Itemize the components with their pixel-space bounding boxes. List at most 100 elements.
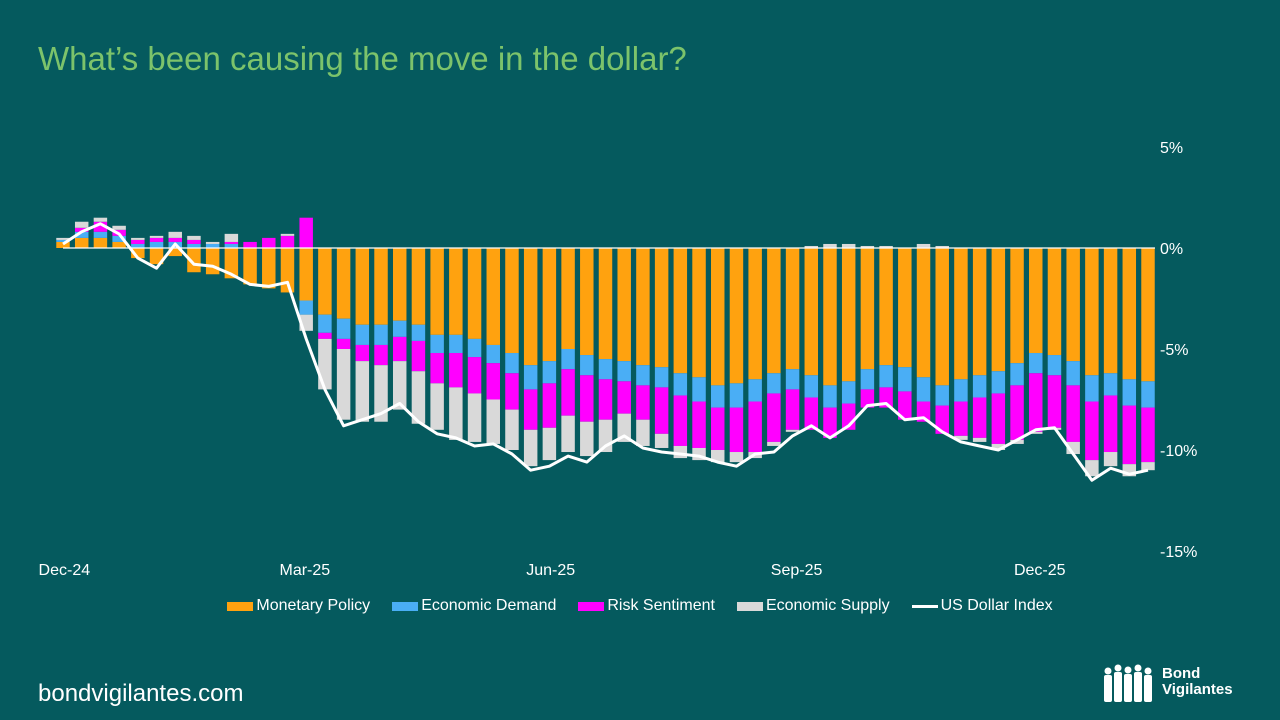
bars-layer xyxy=(56,217,1155,477)
bar-monetary-policy xyxy=(205,248,220,275)
bar-economic-supply xyxy=(1103,452,1118,467)
bar-monetary-policy xyxy=(617,248,631,362)
bar-economic-demand xyxy=(56,239,70,242)
bar-risk-sentiment xyxy=(654,387,669,434)
bar-risk-sentiment xyxy=(972,397,987,438)
bar-economic-supply xyxy=(467,393,482,442)
bar-economic-supply xyxy=(280,233,295,236)
bar-monetary-policy xyxy=(1085,248,1099,376)
logo-line-2: Vigilantes xyxy=(1162,681,1233,698)
footer-website: bondvigilantes.com xyxy=(38,680,244,707)
legend-swatch xyxy=(578,601,605,611)
bar-economic-demand xyxy=(131,243,145,248)
bar-economic-supply xyxy=(580,421,594,457)
bar-economic-demand xyxy=(430,334,444,354)
bar-monetary-policy xyxy=(430,248,444,335)
bar-economic-supply xyxy=(542,427,557,461)
bar-monetary-policy xyxy=(187,248,201,273)
bar-economic-demand xyxy=(224,243,239,248)
bar-economic-supply xyxy=(916,243,931,248)
bar-risk-sentiment xyxy=(131,239,145,244)
bar-risk-sentiment xyxy=(1103,395,1118,453)
bar-economic-supply xyxy=(131,237,145,240)
bar-economic-supply xyxy=(841,243,856,248)
bar-economic-demand xyxy=(598,359,613,380)
bar-monetary-policy xyxy=(411,248,426,325)
legend-label: US Dollar Index xyxy=(940,597,1053,614)
legend-item-economic-supply: Economic Supply xyxy=(736,597,890,615)
bar-economic-supply xyxy=(860,245,875,248)
bar-risk-sentiment xyxy=(280,235,295,248)
bar-economic-supply xyxy=(93,217,108,222)
bar-monetary-policy xyxy=(56,241,70,248)
bar-economic-supply xyxy=(74,221,89,228)
bar-monetary-policy xyxy=(636,248,650,366)
bar-economic-demand xyxy=(580,355,594,376)
bar-economic-supply xyxy=(486,399,500,444)
bar-risk-sentiment xyxy=(243,241,257,248)
bar-risk-sentiment xyxy=(804,397,819,430)
bar-monetary-policy xyxy=(898,248,912,368)
legend-label: Economic Supply xyxy=(765,597,890,614)
bar-monetary-policy xyxy=(654,248,669,368)
bar-risk-sentiment xyxy=(149,237,164,242)
bar-economic-supply xyxy=(1010,439,1024,444)
bar-economic-demand xyxy=(972,375,987,398)
bar-economic-demand xyxy=(523,365,538,390)
bar-risk-sentiment xyxy=(823,407,837,438)
bar-monetary-policy xyxy=(1122,248,1137,380)
bar-economic-supply xyxy=(935,245,949,248)
chart-title: What’s been causing the move in the doll… xyxy=(38,40,687,77)
bar-economic-demand xyxy=(767,373,781,394)
bar-risk-sentiment xyxy=(374,344,388,366)
series-line-us-dollar-index xyxy=(62,222,1149,482)
bar-economic-supply xyxy=(1085,460,1099,477)
bar-risk-sentiment xyxy=(449,353,463,388)
bar-monetary-policy xyxy=(112,241,126,248)
legend-swatch xyxy=(227,601,254,611)
bar-monetary-policy xyxy=(748,248,762,380)
bar-monetary-policy xyxy=(1047,248,1062,356)
bar-economic-supply xyxy=(636,419,650,446)
bar-economic-demand xyxy=(411,324,426,341)
bar-monetary-policy xyxy=(785,248,800,370)
legend-label: Risk Sentiment xyxy=(607,597,715,614)
bar-risk-sentiment xyxy=(636,385,650,420)
bar-economic-demand xyxy=(954,379,968,402)
bar-economic-supply xyxy=(523,429,538,467)
bar-monetary-policy xyxy=(392,248,407,321)
bar-monetary-policy xyxy=(841,248,856,382)
bar-risk-sentiment xyxy=(1010,385,1024,440)
bar-economic-supply xyxy=(374,365,388,422)
bar-economic-supply xyxy=(224,233,239,242)
bar-economic-demand xyxy=(318,314,332,333)
bar-economic-demand xyxy=(486,344,500,364)
bar-risk-sentiment xyxy=(1085,401,1099,461)
y-tick-label: -10% xyxy=(1160,443,1197,460)
bar-economic-supply xyxy=(187,235,201,240)
bar-monetary-policy xyxy=(523,248,538,366)
legend-swatch xyxy=(736,601,763,611)
bar-economic-demand xyxy=(561,349,575,370)
bar-economic-demand xyxy=(1066,361,1080,386)
bar-risk-sentiment xyxy=(1047,375,1062,428)
bar-economic-supply xyxy=(654,433,669,448)
bar-economic-demand xyxy=(879,365,893,388)
y-tick-label: 0% xyxy=(1160,241,1183,258)
bar-economic-supply xyxy=(1029,431,1043,434)
bar-economic-supply xyxy=(617,413,631,442)
bar-risk-sentiment xyxy=(392,336,407,362)
bar-risk-sentiment xyxy=(168,237,182,242)
x-tick-label: Dec-24 xyxy=(39,562,91,579)
bar-risk-sentiment xyxy=(991,393,1006,444)
bar-risk-sentiment xyxy=(486,363,500,400)
y-tick-label: 5% xyxy=(1160,140,1183,157)
bar-economic-demand xyxy=(467,338,482,358)
bar-economic-demand xyxy=(1141,381,1155,408)
legend-item-risk-sentiment: Risk Sentiment xyxy=(578,597,715,615)
bar-economic-demand xyxy=(93,231,108,238)
legend-label: Monetary Policy xyxy=(256,597,371,614)
y-tick-label: -15% xyxy=(1160,544,1197,561)
bar-economic-demand xyxy=(916,377,931,402)
